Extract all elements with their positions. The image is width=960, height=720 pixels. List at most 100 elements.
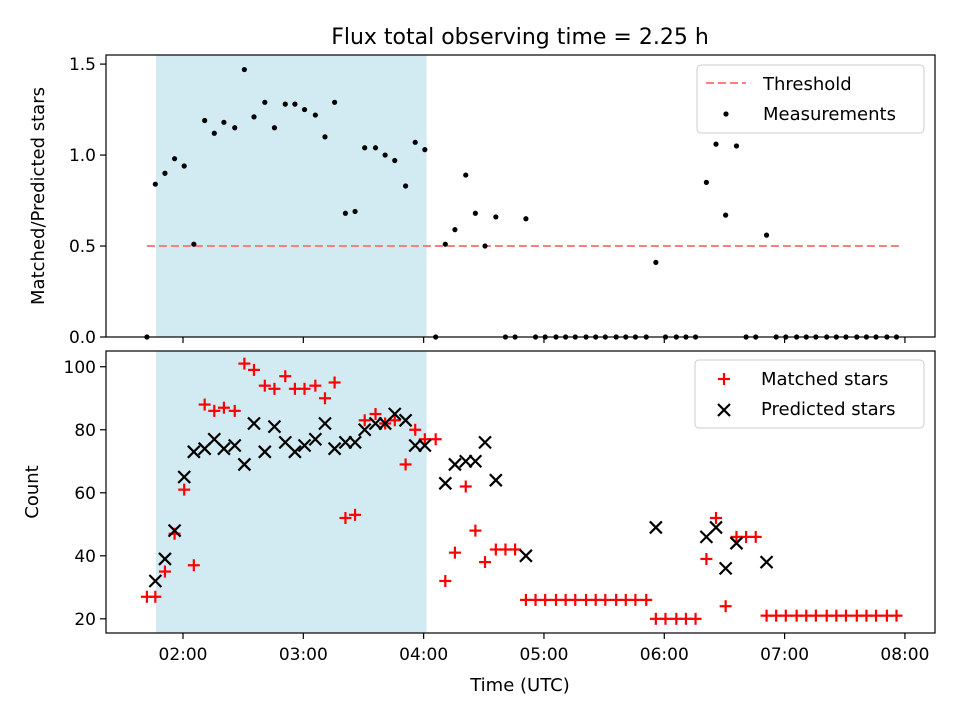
matched-star-point [659,612,672,625]
predicted-star-point [368,416,383,431]
predicted-star-point [418,438,432,453]
x-tick-label: 03:00 [279,645,328,665]
measurements-legend-swatch [723,111,729,117]
matched-legend-label: Matched stars [761,369,888,390]
predicted-star-stroke-b [448,457,462,472]
bottom-y-ticks: 20 40 60 80 100 [64,358,106,630]
predicted-star-stroke-b [247,416,261,431]
predicted-star-point [468,454,483,469]
matched-star-point [640,593,653,606]
top-y-axis-label: Matched/Predicted stars [28,87,49,305]
predicted-star-point [148,574,163,588]
predicted-star-stroke-b [718,561,733,576]
predicted-star-point [227,438,242,453]
predicted-star-stroke-b [759,555,774,569]
predicted-star-stroke-b [348,435,362,450]
matched-star-point [459,480,472,493]
matched-star-point [700,552,713,565]
top-x-ticks [182,337,906,343]
predicted-star-stroke-b [438,476,453,491]
measurement-point [372,145,379,151]
measurement-point [241,66,247,73]
measurement-point [352,208,358,215]
measurement-point [332,99,338,105]
top-legend-box [696,64,925,134]
bottom-panel: 20 40 60 80 100 02:00 03:00 04:00 05:00 06:00 07:… [22,350,936,696]
matched-star-point [429,433,442,446]
predicted-legend-swatch [717,403,731,417]
predicted-star-stroke-b [709,520,723,535]
measurement-point [202,117,208,124]
predicted-star-point [448,457,462,472]
x-tick-label: 07:00 [760,645,809,665]
predicted-star-point [729,536,744,550]
x-tick-label: 06:00 [640,645,689,665]
predicted-star-point [489,473,503,487]
measurement-point [422,147,428,153]
predicted-star-point [348,435,362,450]
predicted-star-point [258,445,272,459]
figure-title: Flux total observing time = 2.25 h [331,25,709,50]
measurement-point [412,139,418,145]
predicted-star-point [458,454,473,469]
predicted-star-stroke-b [418,438,432,453]
matched-star-point [358,414,371,427]
predicted-star-point [519,549,533,563]
matched-star-point [309,379,322,392]
measurement-point [171,156,178,162]
matched-star-point [749,530,762,543]
predicted-star-point [318,416,332,431]
matched-star-point [187,559,200,572]
predicted-star-point [649,520,663,535]
matched-star-point [890,609,903,622]
matched-star-point [258,379,271,392]
predicted-star-point [288,445,302,459]
matched-star-point [328,376,341,389]
predicted-star-stroke-b [519,549,533,563]
matched-star-point [298,382,311,395]
predicted-star-point [267,419,282,434]
predicted-star-stroke-b [167,523,182,538]
predicted-star-point [438,476,453,491]
measurement-point [322,134,328,140]
measurement-point [342,210,349,216]
predicted-star-stroke-b [398,413,413,428]
measurement-point [221,119,227,125]
measurement-point [312,112,318,118]
x-tick-label: 05:00 [519,645,568,665]
predicted-star-point [327,441,342,456]
measurement-point [382,152,388,158]
predicted-star-stroke-b [387,407,402,421]
predicted-star-point [718,561,733,576]
matched-star-point [339,511,352,524]
matched-star-point [158,565,171,578]
matched-star-point [247,363,260,376]
predicted-star-point [158,552,172,566]
matched-star-point [149,590,162,603]
matched-star-point [409,423,422,436]
bottom-legend: Matched stars Predicted stars [694,359,925,429]
measurement-point [442,241,448,247]
predicted-star-stroke-b [148,574,163,588]
bottom-axes-frame [105,350,936,634]
predicted-star-point [308,432,323,447]
matched-star-point [369,408,382,421]
matched-star-point [318,392,331,405]
predicted-star-stroke-b [288,445,302,459]
measurement-point [482,243,488,249]
top-legend: Threshold Measurements [696,64,925,134]
measurement-point [523,216,529,222]
matched-star-point [779,609,792,622]
matched-star-point [268,382,281,395]
predicted-star-point [217,441,231,456]
matched-star-point [569,593,582,606]
predicted-star-stroke-b [368,416,383,431]
top-observing-window [155,55,427,337]
measurement-point [262,99,268,105]
predicted-star-point [237,457,252,472]
threshold-legend-label: Threshold [762,74,852,95]
predicted-star-stroke-b [177,470,191,484]
y-tick-label: 1.0 [69,146,96,166]
bottom-x-ticks: 02:00 03:00 04:00 05:00 06:00 07:00 08:00 [159,633,929,665]
top-panel: 0.0 0.5 1.0 1.5 Matched/Predicted stars Thr… [28,54,936,348]
